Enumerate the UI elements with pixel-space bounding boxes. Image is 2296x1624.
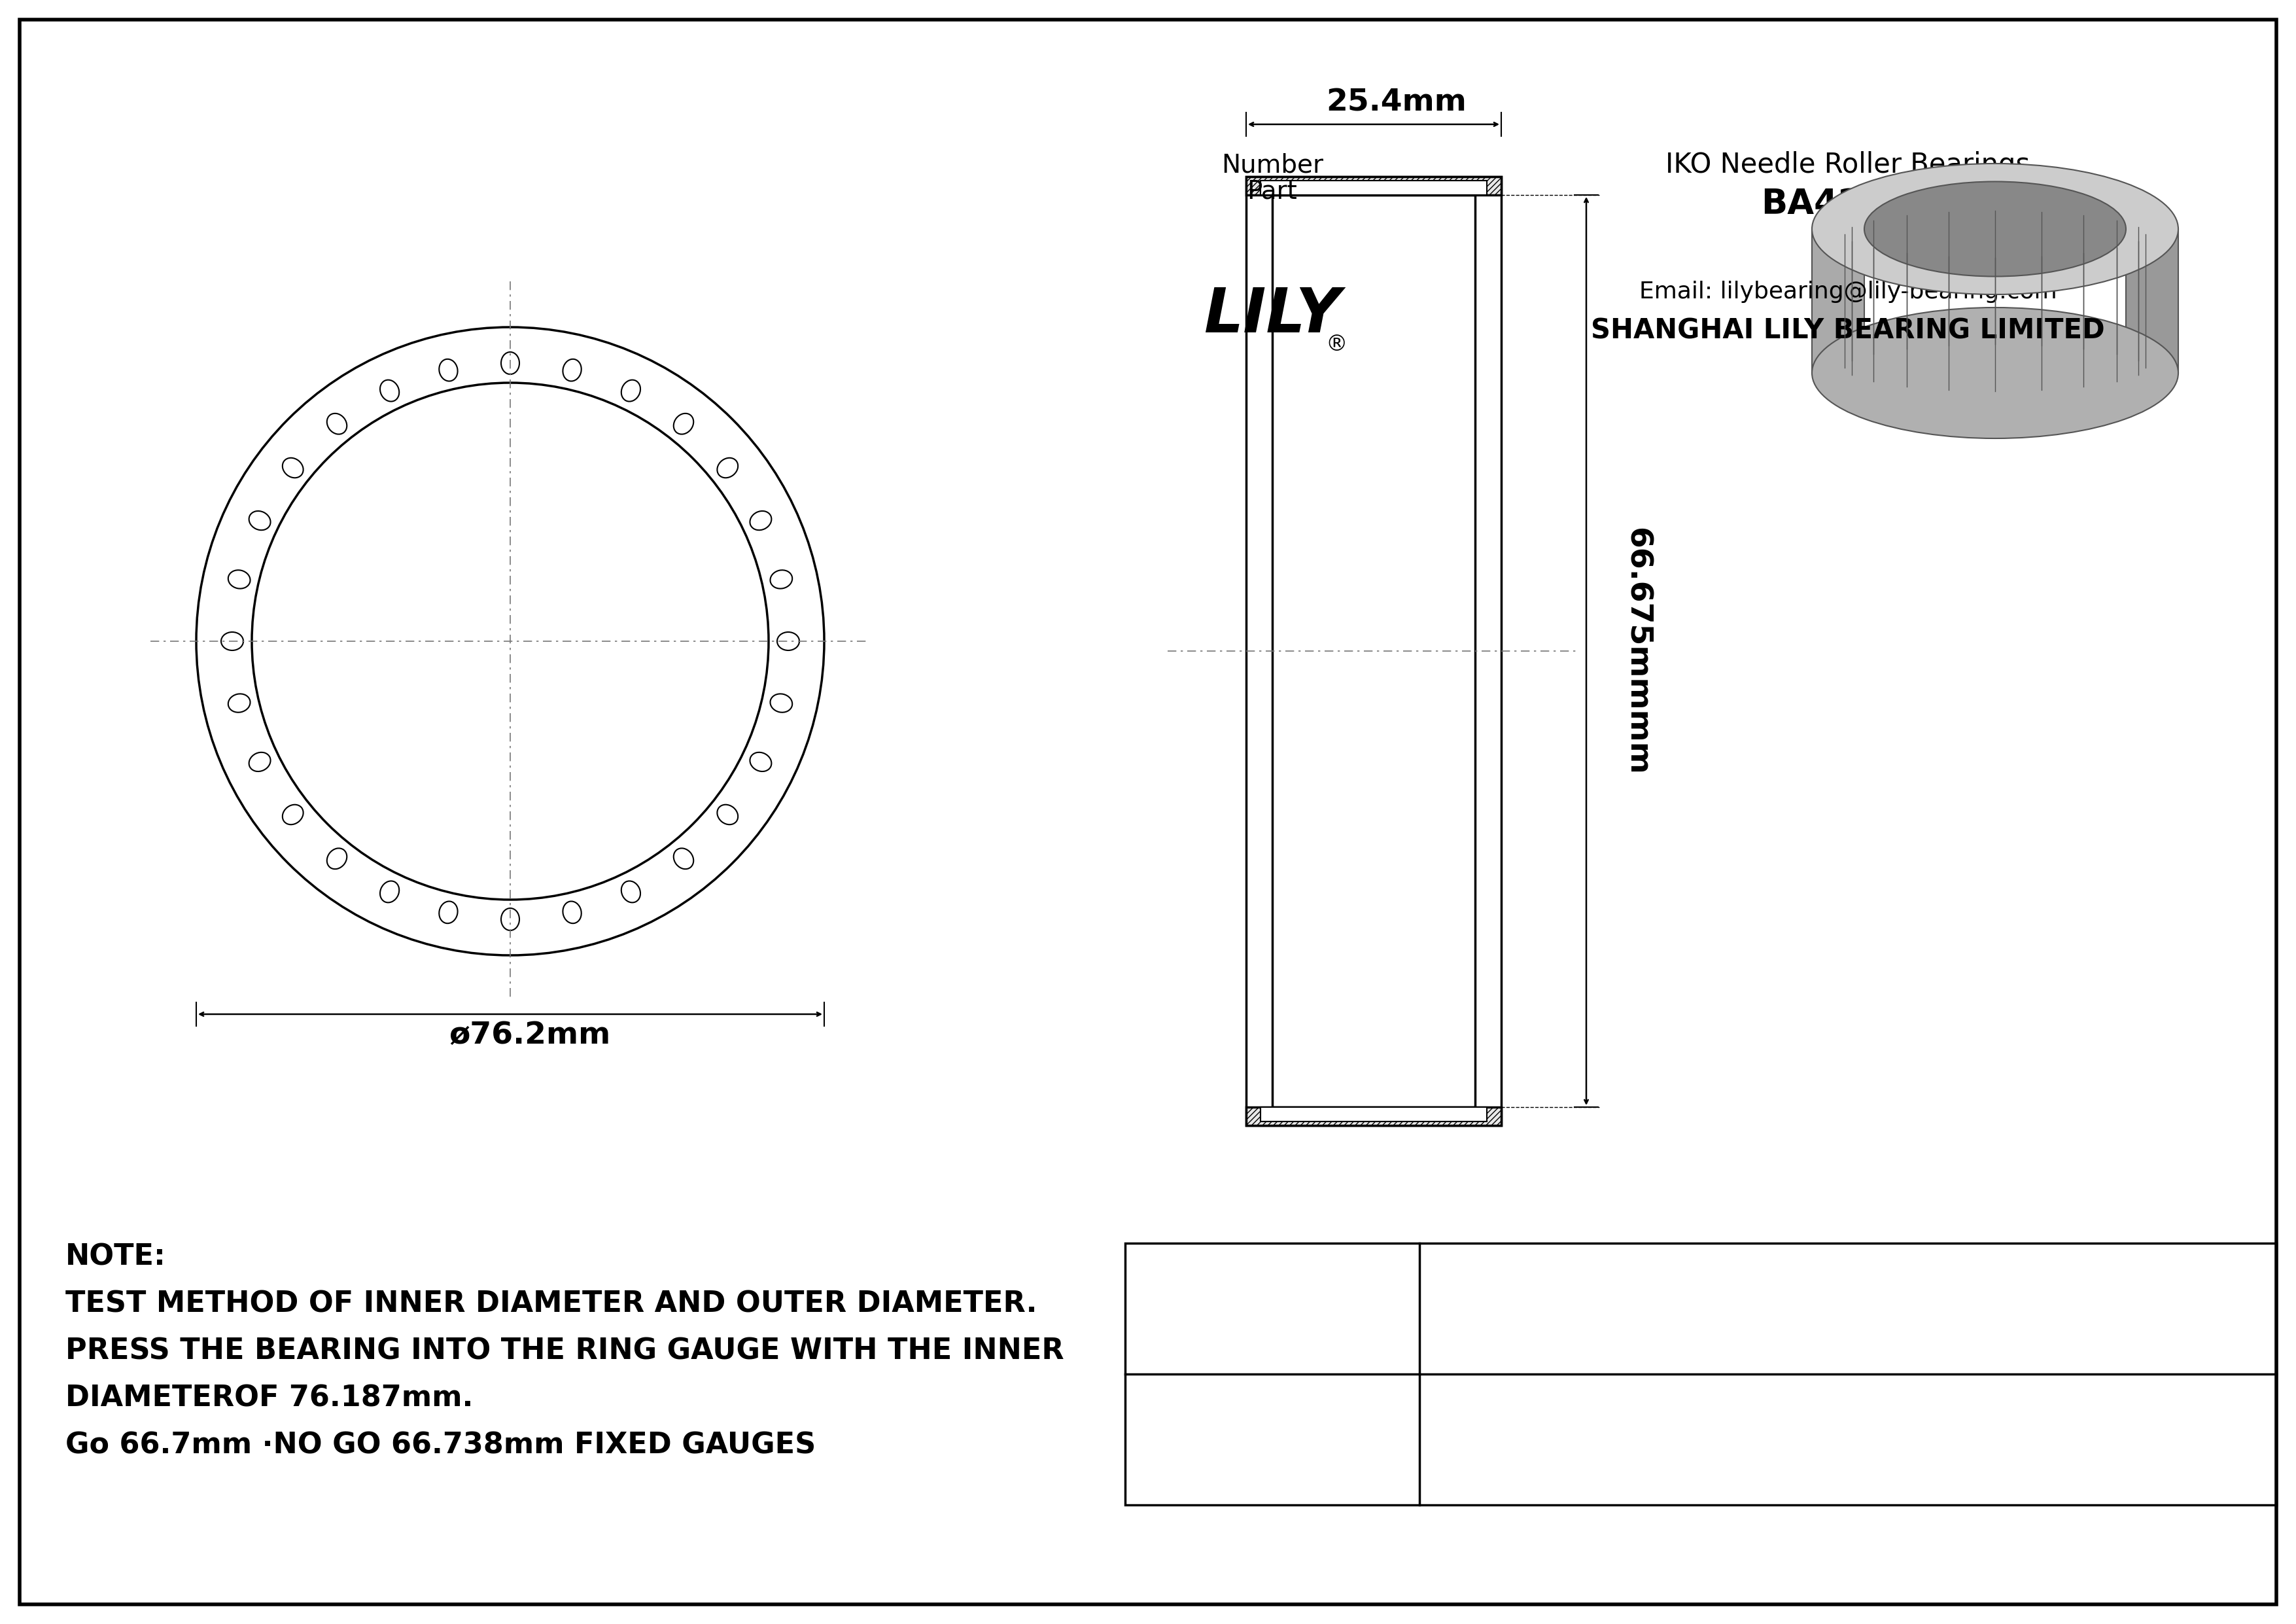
Ellipse shape: [1812, 307, 2179, 438]
Text: PRESS THE BEARING INTO THE RING GAUGE WITH THE INNER: PRESS THE BEARING INTO THE RING GAUGE WI…: [64, 1338, 1063, 1366]
Bar: [1247, 1108, 1502, 1125]
Text: TEST METHOD OF INNER DIAMETER AND OUTER DIAMETER.: TEST METHOD OF INNER DIAMETER AND OUTER …: [64, 1291, 1038, 1319]
Text: Number: Number: [1221, 153, 1322, 177]
Text: Go 66.7mm ·NO GO 66.738mm FIXED GAUGES: Go 66.7mm ·NO GO 66.738mm FIXED GAUGES: [64, 1432, 815, 1460]
Bar: [1247, 177, 1502, 195]
Text: DIAMETEROF 76.187mm.: DIAMETEROF 76.187mm.: [64, 1385, 473, 1413]
Text: NOTE:: NOTE:: [64, 1244, 165, 1272]
Text: LILY: LILY: [1203, 286, 1341, 346]
Text: ø76.2mm: ø76.2mm: [450, 1021, 611, 1051]
Text: Email: lilybearing@lily-bearing.com: Email: lilybearing@lily-bearing.com: [1639, 281, 2057, 304]
Text: 66.675mmmm: 66.675mmmm: [1623, 528, 1651, 775]
Text: 25.4mm: 25.4mm: [1327, 88, 1467, 119]
Bar: [1261, 180, 1488, 195]
Text: Part: Part: [1247, 179, 1297, 203]
Text: IKO Needle Roller Bearings: IKO Needle Roller Bearings: [1665, 151, 2030, 179]
FancyBboxPatch shape: [1812, 229, 1864, 374]
Bar: [1272, 195, 1474, 1108]
Bar: [1125, 1244, 2275, 1505]
Text: SHANGHAI LILY BEARING LIMITED: SHANGHAI LILY BEARING LIMITED: [1591, 317, 2105, 344]
Bar: [1247, 177, 1502, 1125]
Ellipse shape: [1812, 164, 2179, 294]
Text: ®: ®: [1325, 333, 1348, 356]
Ellipse shape: [1864, 182, 2126, 276]
Bar: [1261, 1108, 1488, 1122]
Text: BA4216Z: BA4216Z: [1761, 187, 1936, 221]
FancyBboxPatch shape: [2126, 229, 2179, 374]
